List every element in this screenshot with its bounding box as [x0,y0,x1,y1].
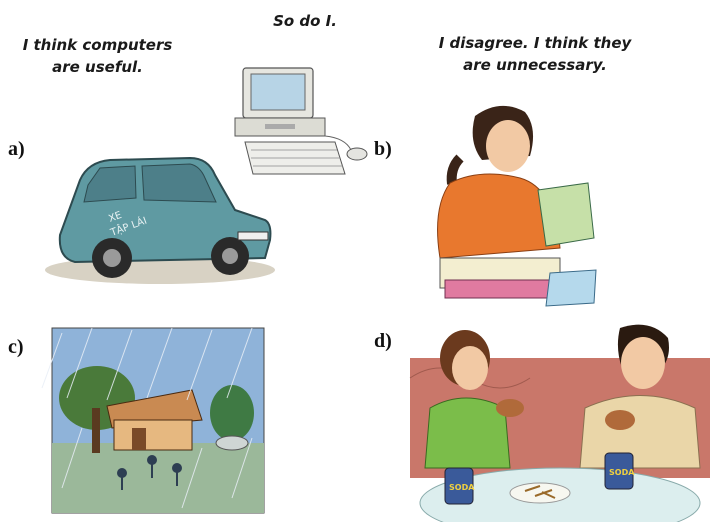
label-d: d) [374,330,392,352]
speech-so-do-i: So do I. [255,10,355,32]
car-illustration: XE TẬP LÁI [45,156,275,284]
soda-can-left-label: SODA [449,483,475,492]
speech-disagree: I disagree. I think they are unnecessary… [420,32,650,76]
speech-line: are useful. [52,58,143,76]
computer-illustration [234,67,368,175]
speech-computers-useful: I think computers are useful. [10,34,185,78]
storm-illustration [41,327,265,514]
speech-line: are unnecessary. [463,56,607,74]
speech-line: I disagree. I think they [438,34,632,52]
couple-eating-illustration: SODA SODA [409,324,710,522]
soda-can-right-label: SODA [609,468,635,477]
car-text-line1: XE [107,210,123,225]
girl-reading-illustration [437,105,597,307]
label-a: a) [8,138,25,160]
speech-line: I think computers [22,36,173,54]
speech-line: So do I. [273,12,337,30]
label-b: b) [374,138,392,160]
label-c: c) [8,336,24,358]
